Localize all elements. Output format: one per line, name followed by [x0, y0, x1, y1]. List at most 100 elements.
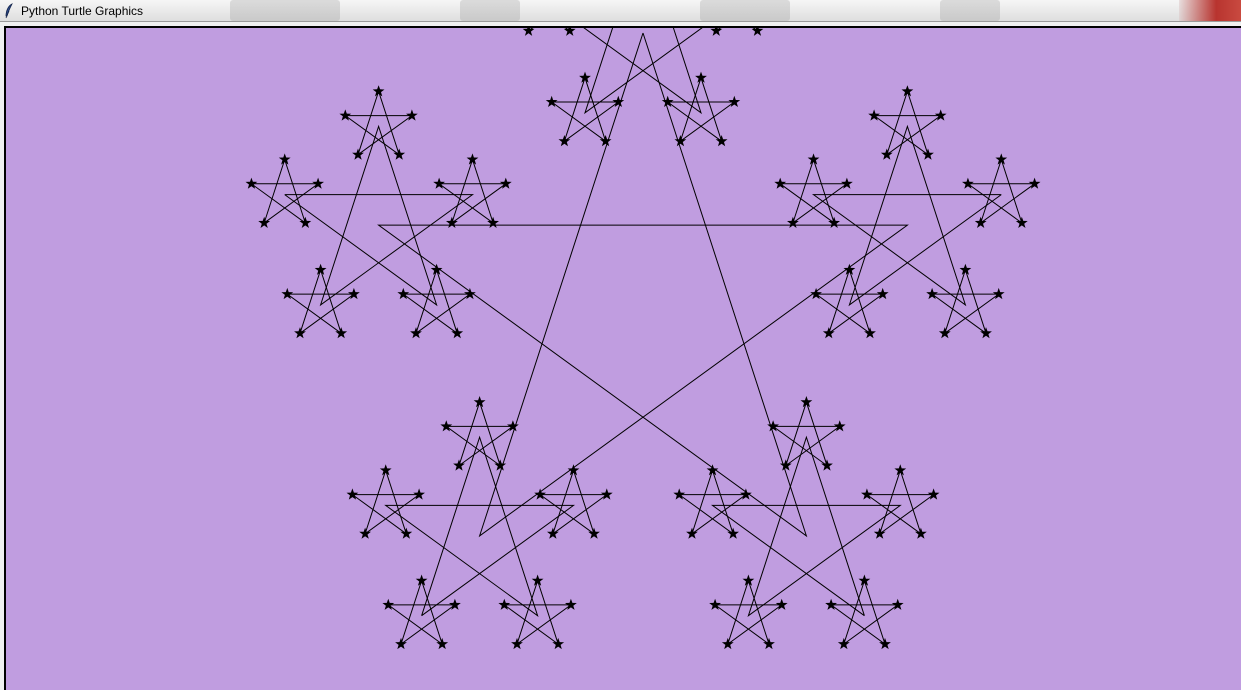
star-mark — [281, 287, 294, 300]
star-outline — [444, 402, 515, 467]
star-mark — [379, 464, 392, 476]
star-mark — [522, 28, 535, 36]
star-mark — [1028, 177, 1041, 189]
star-mark — [686, 527, 698, 539]
window-title: Python Turtle Graphics — [21, 4, 144, 18]
star-mark — [547, 527, 559, 539]
background-red-blur — [1179, 0, 1241, 21]
star-mark — [312, 177, 324, 189]
star-mark — [767, 420, 779, 432]
star-mark — [612, 95, 625, 107]
star-outline — [829, 579, 900, 646]
star-mark — [406, 109, 418, 121]
star-mark — [352, 148, 364, 160]
star-mark — [599, 135, 612, 147]
star-outline — [666, 76, 736, 143]
star-outline — [966, 157, 1035, 225]
star-mark — [494, 459, 507, 471]
star-mark — [440, 420, 453, 432]
star-mark — [464, 287, 476, 300]
star-outline — [437, 157, 507, 225]
star-mark — [868, 109, 880, 121]
star-mark — [934, 109, 947, 121]
star-mark — [841, 177, 853, 189]
star-outline — [930, 268, 1001, 335]
star-mark — [473, 396, 486, 408]
star-mark — [864, 327, 876, 339]
star-mark — [436, 637, 449, 650]
star-mark — [346, 488, 359, 500]
star-mark — [245, 177, 258, 189]
feather-icon — [5, 3, 13, 19]
star-mark — [901, 85, 914, 97]
star-mark — [498, 598, 511, 610]
star-mark — [400, 527, 413, 539]
star-mark — [314, 263, 327, 275]
star-mark — [430, 263, 443, 275]
star-mark — [674, 135, 687, 147]
star-mark — [938, 327, 951, 339]
star-mark — [487, 216, 499, 228]
star-mark — [372, 85, 385, 97]
star-outline — [814, 268, 885, 335]
star-outline — [284, 124, 475, 307]
star-mark — [552, 637, 565, 650]
fractal-star-drawing — [245, 28, 1041, 650]
star-mark — [558, 135, 571, 147]
star-outline — [538, 468, 608, 536]
star-mark — [410, 327, 422, 339]
star-mark — [837, 637, 850, 650]
star-mark — [763, 637, 775, 650]
star-outline — [583, 28, 703, 115]
star-mark — [393, 148, 406, 160]
star-outline — [251, 157, 320, 225]
star-mark — [833, 420, 846, 432]
star-mark — [880, 148, 893, 160]
star-outline — [386, 579, 457, 646]
turtle-canvas[interactable] — [4, 26, 1241, 690]
star-mark — [534, 488, 546, 500]
star-outline — [352, 468, 421, 536]
background-blur — [700, 0, 790, 21]
star-outline — [401, 268, 472, 335]
star-mark — [774, 177, 787, 189]
star-mark — [382, 598, 395, 610]
background-blur — [940, 0, 1000, 21]
star-mark — [335, 327, 348, 339]
star-mark — [915, 527, 927, 539]
star-mark — [451, 327, 464, 339]
star-outline — [343, 91, 414, 157]
star-outline — [384, 435, 576, 618]
star-mark — [822, 327, 835, 339]
star-mark — [1015, 216, 1028, 228]
star-mark — [891, 598, 904, 610]
star-mark — [728, 95, 741, 107]
star-mark — [453, 459, 465, 471]
star-outline — [710, 435, 902, 618]
star-mark — [507, 420, 519, 432]
star-mark — [511, 637, 523, 650]
star-mark — [359, 527, 371, 539]
star-mark — [563, 28, 576, 36]
star-mark — [926, 287, 938, 300]
star-outline — [865, 468, 934, 536]
star-mark — [779, 459, 792, 471]
star-mark — [974, 216, 987, 228]
star-mark — [706, 464, 719, 476]
star-mark — [959, 263, 972, 275]
star-mark — [415, 574, 428, 586]
star-mark — [787, 216, 799, 228]
title-bar[interactable]: Python Turtle Graphics — [0, 0, 1241, 22]
star-mark — [449, 598, 461, 610]
star-mark — [258, 216, 271, 228]
star-mark — [727, 527, 739, 539]
star-mark — [992, 287, 1005, 300]
star-outline — [771, 402, 842, 467]
background-blur — [460, 0, 520, 21]
star-mark — [962, 177, 974, 189]
star-mark — [661, 95, 674, 107]
star-mark — [922, 148, 934, 160]
star-mark — [446, 216, 458, 228]
star-mark — [861, 488, 873, 500]
star-mark — [807, 153, 820, 165]
